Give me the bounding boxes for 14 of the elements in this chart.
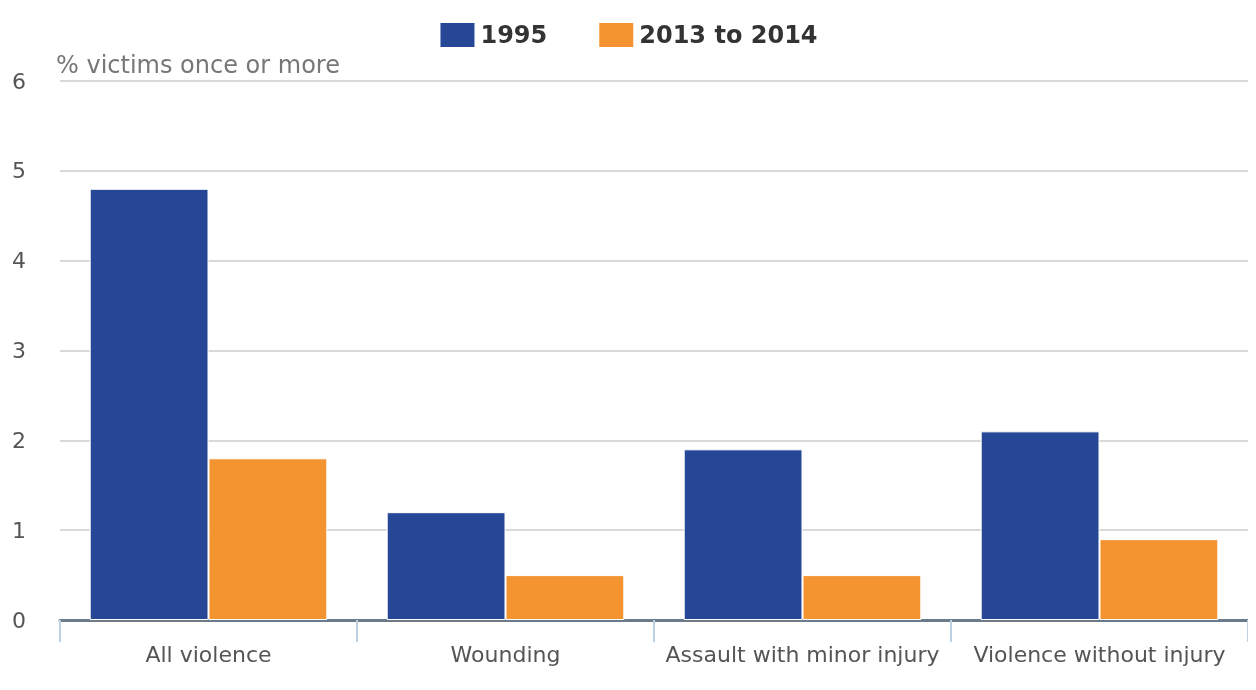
x-tick-label: Violence without injury [973,641,1226,667]
y-axis-title: % victims once or more [56,51,340,79]
legend-label: 2013 to 2014 [639,21,818,49]
x-tick-label: Assault with minor injury [665,641,940,667]
y-tick-label: 0 [12,607,26,633]
y-tick-label: 1 [12,517,26,543]
y-tick-label: 6 [12,68,26,94]
x-tick-label: Wounding [450,641,561,667]
legend-label: 1995 [480,21,548,49]
y-tick-label: 5 [12,158,26,184]
y-tick-label: 2 [12,427,26,453]
y-tick-label: 4 [12,248,26,274]
y-tick-label: 3 [12,338,26,363]
x-tick-label: All violence [145,641,272,667]
